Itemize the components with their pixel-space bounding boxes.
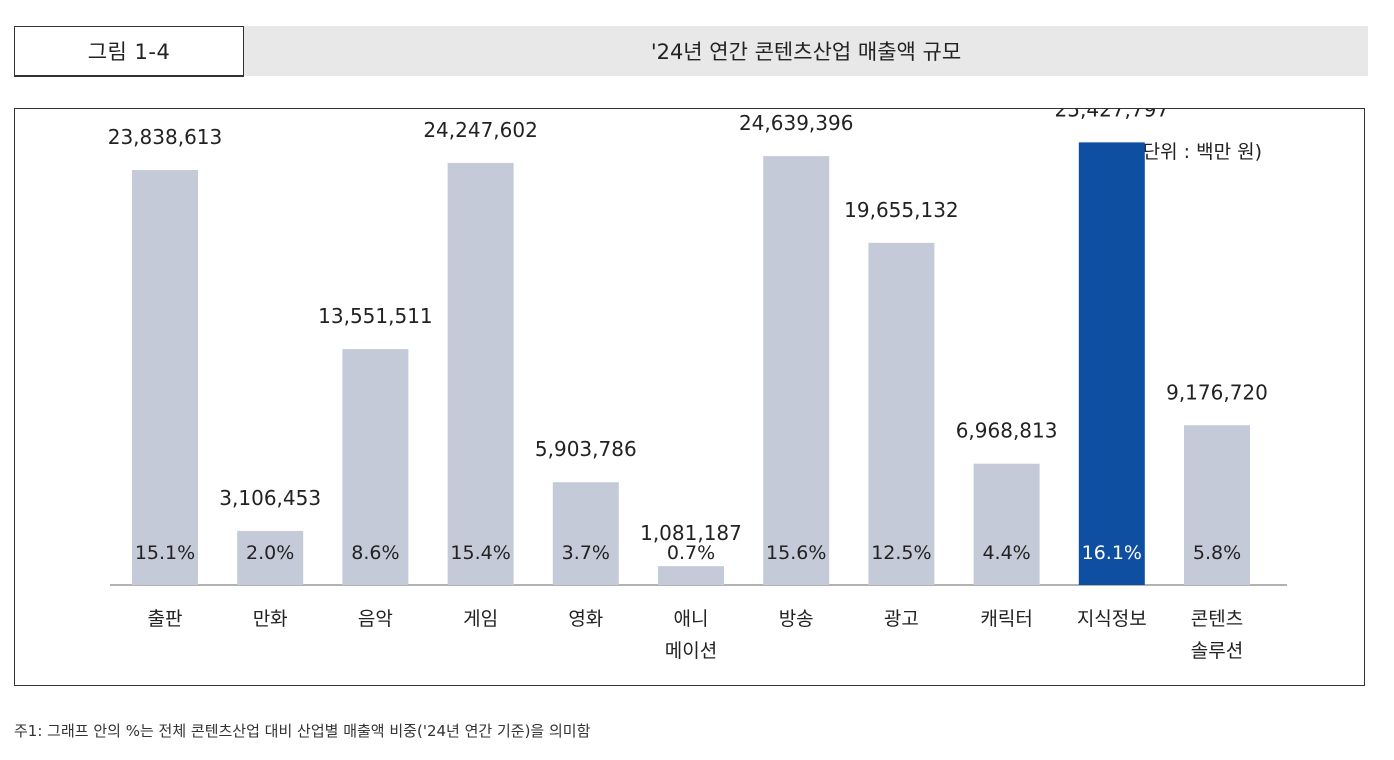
value-label-9: 6,968,813 — [956, 419, 1058, 443]
share-label-9: 4.4% — [982, 542, 1030, 564]
bar-4 — [447, 162, 514, 585]
bar-8 — [868, 242, 935, 585]
category-label-2: 만화 — [253, 608, 288, 630]
bar-5 — [552, 482, 619, 585]
category-label-1: 출판 — [148, 608, 183, 630]
category-label-3: 음악 — [358, 608, 393, 630]
figure-label: 그림 1-4 — [14, 26, 244, 77]
share-label-2: 2.0% — [246, 542, 294, 564]
bar-10 — [1078, 142, 1145, 585]
share-label-4: 15.4% — [450, 542, 510, 564]
category-label-9: 캐릭터 — [980, 608, 1032, 630]
share-label-7: 15.6% — [766, 542, 826, 564]
category-label-7: 방송 — [779, 608, 814, 630]
category-label-11-line-1: 콘텐츠 — [1191, 608, 1243, 630]
bar-1 — [132, 170, 198, 585]
value-label-4: 24,247,602 — [423, 118, 538, 142]
value-label-2: 3,106,453 — [219, 486, 321, 510]
share-label-1: 15.1% — [135, 542, 195, 564]
chart-frame: (단위 : 백만 원) 23,838,613 15.1% 출판 3,106,453 2.… — [14, 108, 1365, 686]
share-label-11: 5.8% — [1193, 542, 1241, 564]
value-label-6: 1,081,187 — [640, 521, 742, 545]
category-label-4: 게임 — [463, 608, 498, 630]
share-label-3: 8.6% — [351, 542, 399, 564]
category-label-6-line-2: 메이션 — [665, 640, 717, 662]
bar-9 — [973, 463, 1040, 585]
share-label-8: 12.5% — [871, 542, 931, 564]
footnote: 주1: 그래프 안의 %는 전체 콘텐츠산업 대비 산업별 매출액 비중('24… — [14, 722, 591, 740]
category-label-10: 지식정보 — [1077, 608, 1147, 630]
value-label-1: 23,838,613 — [108, 125, 223, 149]
value-label-11: 9,176,720 — [1166, 380, 1268, 404]
bar-7 — [763, 156, 830, 586]
figure-header: 그림 1-4 '24년 연간 콘텐츠산업 매출액 규모 — [14, 26, 1368, 78]
value-label-10: 25,427,797 — [1055, 109, 1170, 121]
category-label-8: 광고 — [884, 608, 919, 630]
category-label-6-line-1: 애니 — [674, 608, 709, 630]
figure-title: '24년 연간 콘텐츠산업 매출액 규모 — [244, 26, 1368, 76]
share-label-10: 16.1% — [1082, 542, 1142, 564]
category-label-11-line-2: 솔루션 — [1191, 640, 1243, 662]
bar-2 — [237, 530, 304, 585]
share-label-6: 0.7% — [667, 542, 715, 564]
bar-6 — [658, 566, 724, 585]
value-label-7: 24,639,396 — [739, 111, 854, 135]
value-label-5: 5,903,786 — [535, 437, 637, 461]
bar-chart: 23,838,613 15.1% 출판 3,106,453 2.0% 만화 13,551,5… — [108, 109, 1287, 662]
category-label-5: 영화 — [568, 608, 603, 630]
unit-label: (단위 : 백만 원) — [1135, 141, 1262, 163]
share-label-5: 3.7% — [562, 542, 610, 564]
value-label-8: 19,655,132 — [844, 198, 959, 222]
bar-3 — [342, 349, 409, 585]
bar-11 — [1184, 425, 1250, 585]
value-label-3: 13,551,511 — [318, 304, 433, 328]
